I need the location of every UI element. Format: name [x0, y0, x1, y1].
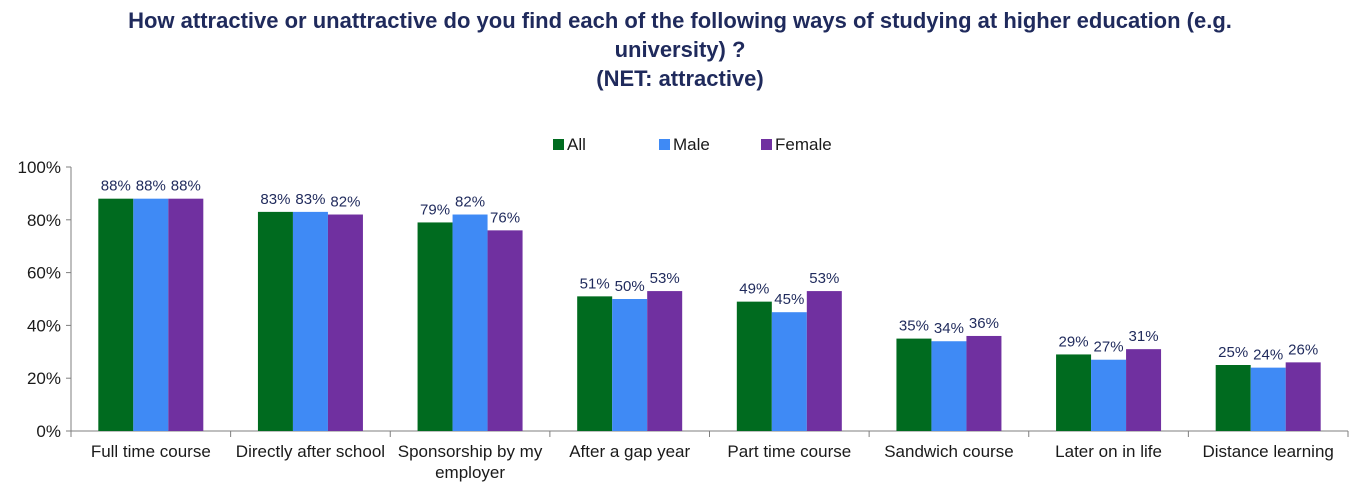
y-tick-label: 60% — [27, 264, 61, 283]
data-label: 35% — [899, 318, 929, 335]
data-label: 83% — [295, 191, 325, 208]
legend-label: Female — [775, 135, 832, 154]
data-label: 29% — [1059, 333, 1089, 350]
legend-label: All — [567, 135, 586, 154]
data-label: 88% — [171, 178, 201, 195]
data-label: 76% — [490, 209, 520, 226]
bar — [612, 299, 648, 431]
bar — [896, 338, 932, 431]
chart-title: How attractive or unattractive do you fi… — [0, 6, 1360, 93]
legend-swatch — [761, 139, 772, 150]
data-label: 88% — [136, 178, 166, 195]
bar — [487, 230, 523, 431]
data-label: 31% — [1129, 328, 1159, 345]
data-label: 83% — [260, 191, 290, 208]
bar — [736, 301, 772, 431]
bar — [133, 198, 169, 431]
x-tick-label: Sandwich course — [884, 442, 1013, 461]
data-label: 24% — [1253, 347, 1283, 364]
bar — [257, 211, 293, 431]
bar — [1091, 359, 1127, 431]
legend-swatch — [553, 139, 564, 150]
data-label: 26% — [1288, 341, 1318, 358]
bar — [417, 222, 453, 431]
y-tick-label: 40% — [27, 316, 61, 335]
bar — [1126, 349, 1162, 431]
data-label: 27% — [1094, 339, 1124, 356]
legend-label: Male — [673, 135, 710, 154]
bar — [577, 296, 613, 431]
chart-title-line-2: university) ? — [614, 37, 746, 62]
bar — [771, 312, 807, 431]
data-label: 88% — [101, 178, 131, 195]
data-label: 82% — [455, 194, 485, 211]
data-label: 79% — [420, 201, 450, 218]
data-label: 50% — [615, 278, 645, 295]
x-tick-label: After a gap year — [569, 442, 690, 461]
bar — [1056, 354, 1092, 431]
y-tick-label: 0% — [36, 422, 61, 441]
data-label: 51% — [580, 275, 610, 292]
bar — [452, 214, 488, 431]
data-label: 53% — [650, 270, 680, 287]
x-tick-label: Full time course — [91, 442, 211, 461]
bar — [647, 291, 683, 431]
legend-swatch — [659, 139, 670, 150]
data-label: 45% — [774, 291, 804, 308]
bar — [168, 198, 204, 431]
data-label: 34% — [934, 320, 964, 337]
bar — [1285, 362, 1321, 431]
x-tick-label: Directly after school — [236, 442, 385, 461]
y-tick-label: 100% — [18, 158, 61, 177]
x-tick-label: Later on in life — [1055, 442, 1162, 461]
x-tick-label: Sponsorship by my — [398, 442, 543, 461]
bar — [1250, 367, 1286, 431]
chart-title-line-1: How attractive or unattractive do you fi… — [128, 8, 1232, 33]
bar — [931, 341, 967, 431]
x-tick-label: employer — [435, 463, 505, 482]
data-label: 36% — [969, 315, 999, 332]
x-tick-label: Part time course — [727, 442, 851, 461]
bar — [98, 198, 134, 431]
data-label: 82% — [330, 194, 360, 211]
bar — [806, 291, 842, 431]
chart-subtitle: (NET: attractive) — [596, 66, 764, 91]
bar — [327, 214, 363, 431]
bar — [966, 335, 1002, 431]
data-label: 49% — [739, 281, 769, 298]
data-label: 53% — [809, 270, 839, 287]
data-label: 25% — [1218, 344, 1248, 361]
y-tick-label: 80% — [27, 211, 61, 230]
y-tick-label: 20% — [27, 369, 61, 388]
bar — [1215, 365, 1251, 431]
x-tick-label: Distance learning — [1203, 442, 1334, 461]
bar — [292, 211, 328, 431]
